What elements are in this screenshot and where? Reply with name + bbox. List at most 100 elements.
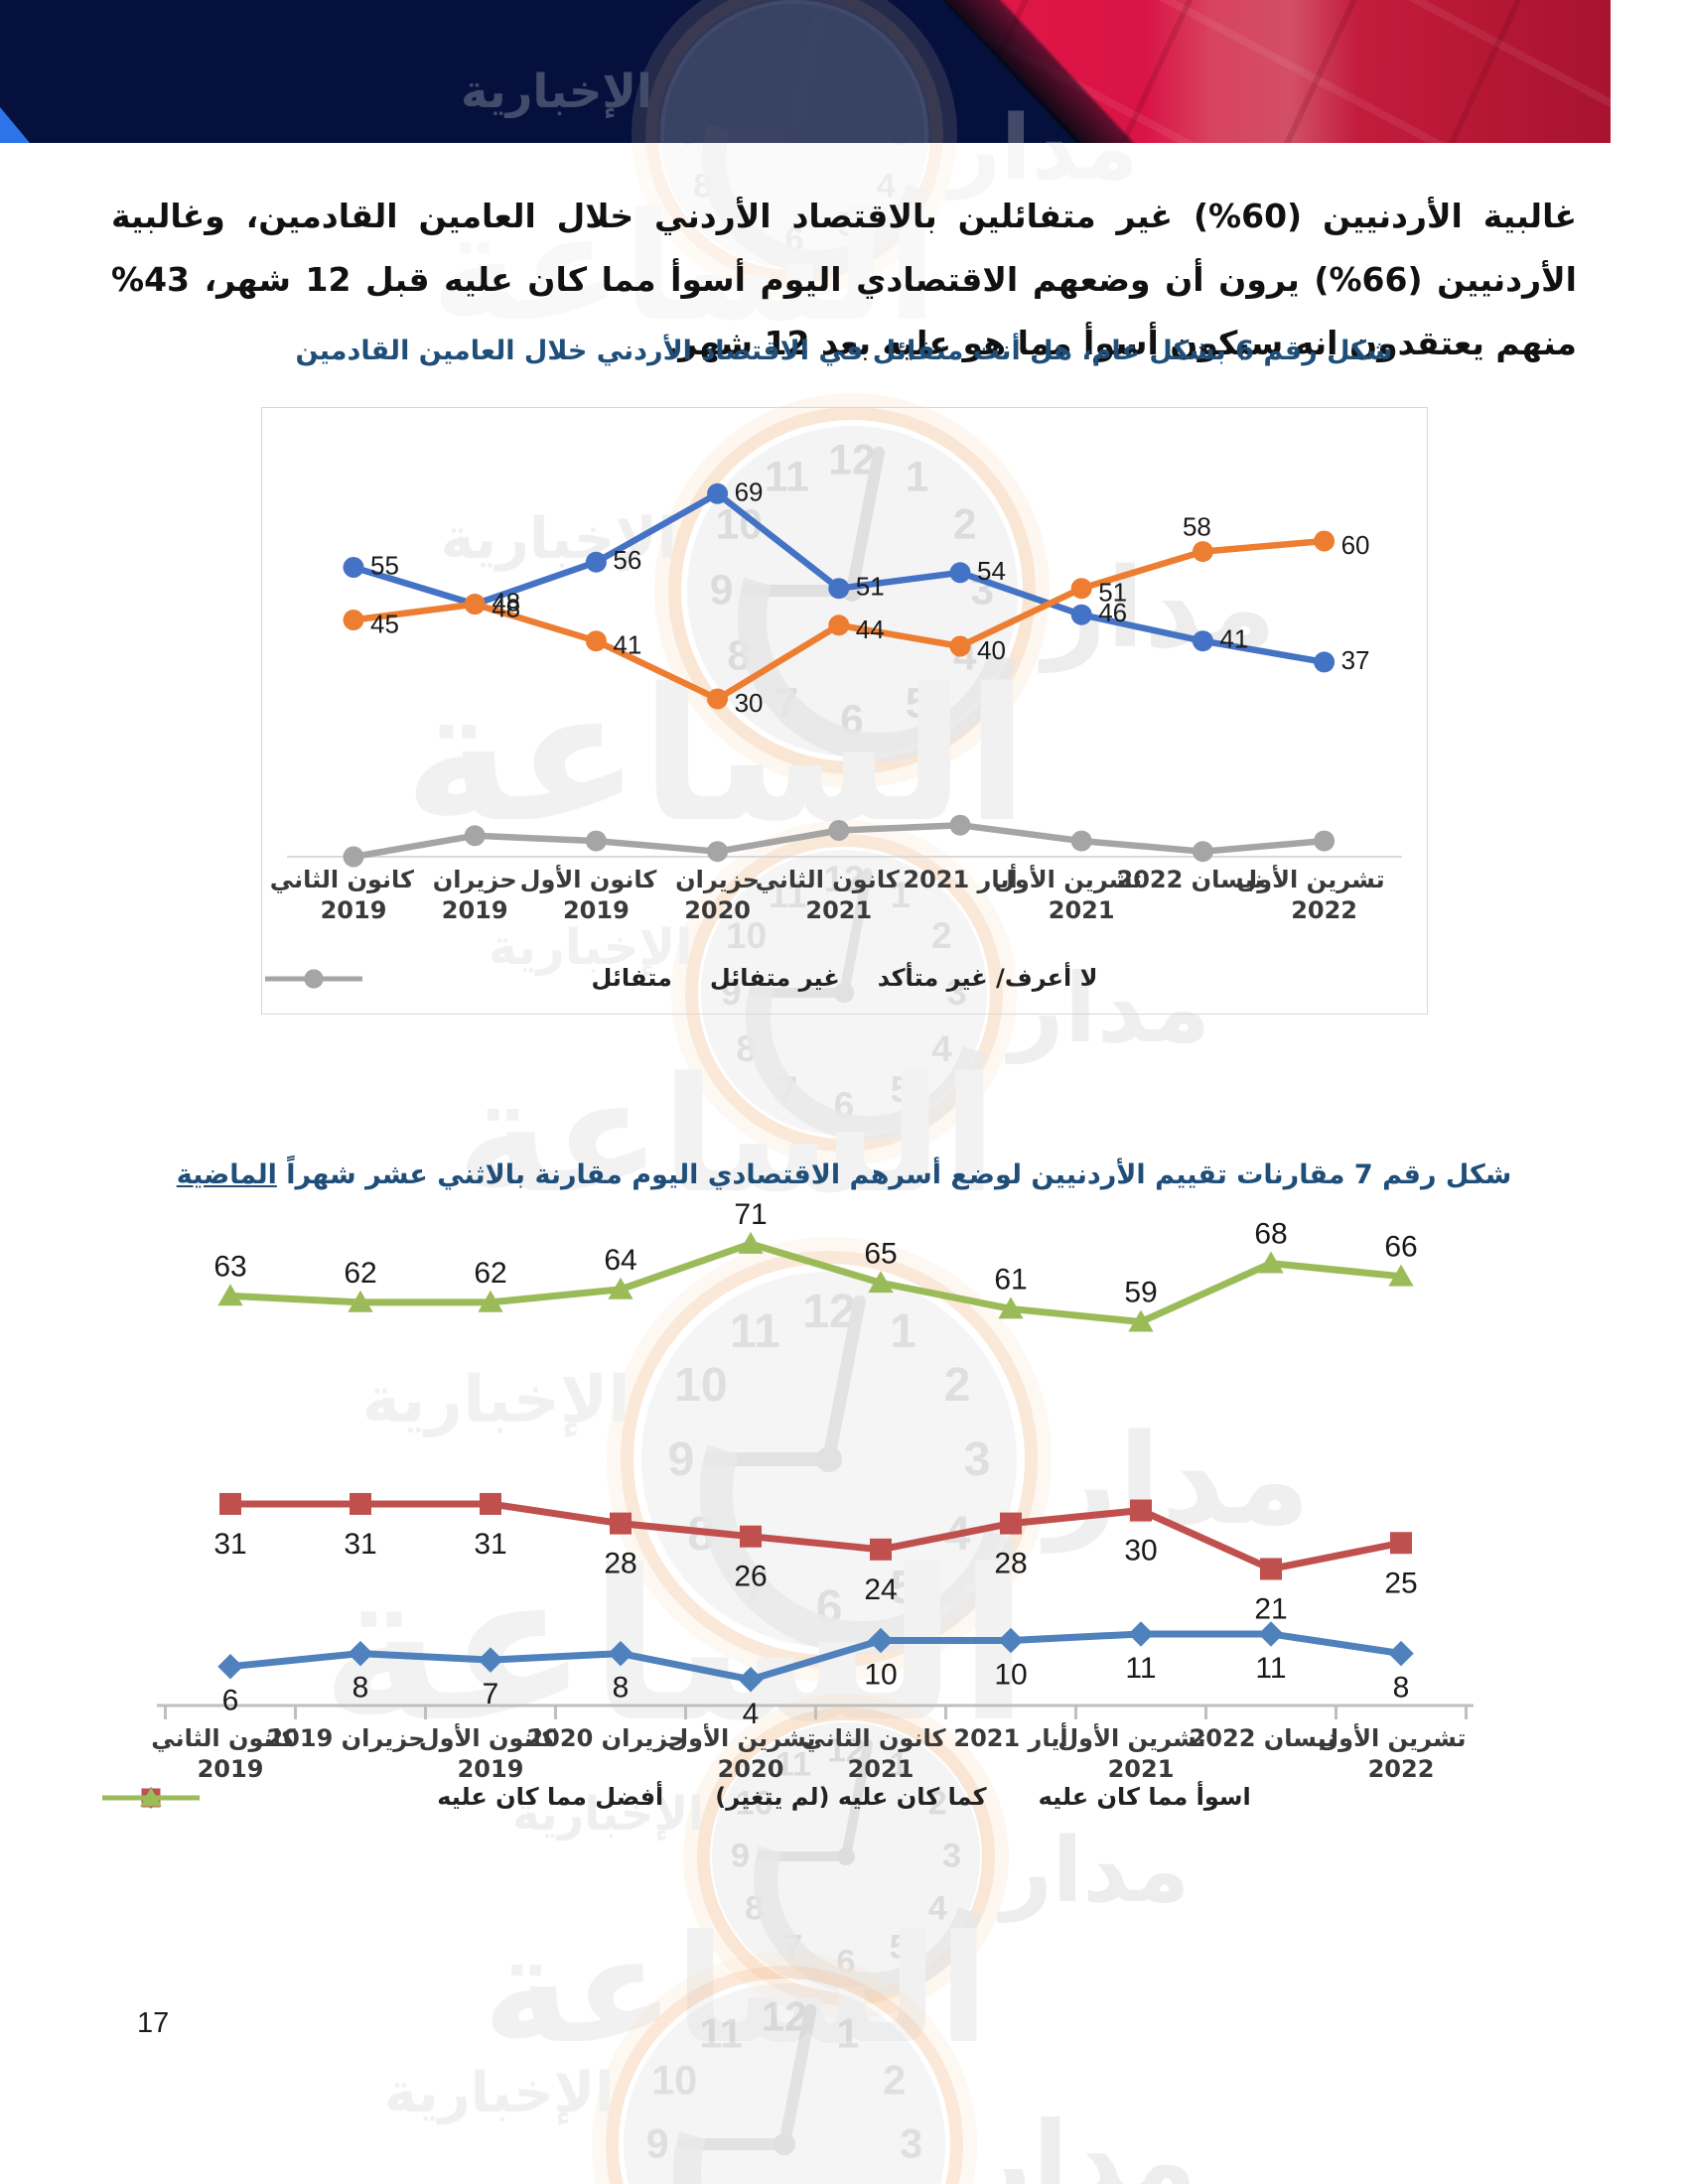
data-label: 58 <box>1183 512 1211 542</box>
data-label: 31 <box>344 1528 376 1561</box>
data-point-diamond <box>1388 1640 1414 1667</box>
x-axis-label: نيسان 2022 <box>1116 866 1264 893</box>
clock-hour-hand <box>677 2138 784 2150</box>
data-label: 40 <box>977 635 1006 665</box>
clock-numeral: 9 <box>645 2120 669 2167</box>
legend-item-2: اسوأ مما كان عليه <box>102 1783 1251 1811</box>
data-label: 37 <box>1341 645 1370 675</box>
clock-minute-hand <box>778 2002 818 2146</box>
figure6-legend: متفائل غير متفائل لا أعرف/ غير متأكد <box>262 964 1427 992</box>
data-point-triangle <box>1388 1264 1414 1287</box>
data-label: 63 <box>213 1250 246 1283</box>
data-point-circle <box>1192 841 1213 863</box>
data-point-square <box>740 1525 762 1548</box>
data-point-circle <box>949 635 971 657</box>
data-point-circle <box>343 846 364 868</box>
figure6-title: شكل رقم 6 بشكل عام، هل أنت متفائل في الا… <box>295 336 1393 366</box>
data-point-circle <box>464 594 486 615</box>
data-point-circle <box>343 557 364 578</box>
data-point-circle <box>1070 578 1092 600</box>
data-label: 64 <box>604 1244 636 1277</box>
data-label: 65 <box>864 1237 897 1270</box>
x-axis-label: كانون الأول 2019 <box>418 1724 556 1783</box>
data-label: 7 <box>483 1678 499 1710</box>
clock-face <box>624 1983 945 2184</box>
clock-numeral: 5 <box>890 1069 912 1111</box>
data-label: 8 <box>352 1672 369 1705</box>
data-point-circle <box>828 820 850 841</box>
data-label: 45 <box>370 610 399 639</box>
data-point-triangle <box>738 1231 764 1254</box>
x-axis-label: تشرين الأول 2021 <box>1057 1724 1206 1783</box>
data-label: 55 <box>370 551 399 581</box>
data-label: 44 <box>856 614 885 644</box>
figure7-chart: 6 8 7 8 4 10 10 11 11 8 31 31 31 28 26 24 28 30 21 25 63 62 62… <box>99 1191 1589 1886</box>
data-label: 56 <box>613 545 641 575</box>
legend-marker-triangle <box>102 1787 200 1807</box>
data-label: 51 <box>856 572 885 602</box>
data-label: 31 <box>213 1528 246 1561</box>
figure7-legend: أفضل مما كان عليه كما كان عليه (لم يتغير)… <box>99 1783 1589 1811</box>
legend-label: متفائل <box>591 964 672 992</box>
legend-label: كما كان عليه (لم يتغير) <box>715 1783 987 1811</box>
data-label: 66 <box>1384 1231 1417 1264</box>
data-label: 54 <box>977 556 1006 586</box>
page-number: 17 <box>137 2007 170 2039</box>
data-point-circle <box>585 630 607 652</box>
clock-numeral: 7 <box>783 1928 803 1967</box>
clock-numeral: 2 <box>883 2057 907 2104</box>
data-point-circle <box>707 841 729 863</box>
banner-blue-triangle <box>0 107 30 143</box>
intro-paragraph: غالبية الأردنيين (60%) غير متفائلين بالا… <box>111 197 1577 362</box>
data-point-circle <box>585 830 607 852</box>
legend-label: غير متفائل <box>709 964 840 992</box>
clock-ring-icon <box>606 1966 963 2184</box>
data-point-square <box>1390 1532 1412 1555</box>
data-label: 71 <box>734 1198 767 1231</box>
series-line-1 <box>226 1500 1405 1572</box>
clock-numeral: 8 <box>736 1027 757 1069</box>
x-axis-label: نيسان 2022 <box>1189 1724 1336 1752</box>
data-point-diamond <box>608 1640 633 1667</box>
data-point-triangle <box>478 1290 503 1312</box>
clock-numeral: 8 <box>745 1889 765 1928</box>
data-label: 48 <box>492 594 520 623</box>
x-axis-label: كانون الثاني 2019 <box>151 1724 296 1783</box>
data-point-square <box>610 1512 632 1535</box>
data-point-square <box>1260 1558 1282 1580</box>
x-axis-label: كانون الأول 2019 <box>519 866 657 924</box>
data-label: 8 <box>613 1672 630 1705</box>
data-label: 26 <box>734 1561 767 1593</box>
watermark-text-ikhbariya: الإخبارية <box>383 2060 615 2125</box>
data-point-circle <box>707 688 729 710</box>
figure7-title-underlined: الماضية <box>176 1160 277 1190</box>
x-axis-label: تشرين الأول 2022 <box>1318 1724 1467 1783</box>
data-point-diamond <box>478 1647 503 1673</box>
clock-numeral: 4 <box>931 1027 952 1069</box>
x-axis-label: تشرين الأول 2021 <box>994 866 1143 924</box>
data-point-circle <box>1192 541 1213 563</box>
clock-numeral: 5 <box>889 1928 909 1967</box>
data-label: 60 <box>1341 530 1370 560</box>
data-point-triangle <box>998 1297 1024 1319</box>
data-label: 69 <box>735 477 764 506</box>
data-point-circle <box>949 814 971 836</box>
x-axis-label: حزيران 2019 <box>432 866 517 924</box>
data-point-circle <box>1070 830 1092 852</box>
legend-item-0: متفائل <box>265 964 672 992</box>
data-label: 30 <box>735 688 764 718</box>
figure6-chart: 55 48 56 69 51 54 46 41 37 45 48 41 30 44 40 51 58 60 كان… <box>261 407 1428 1015</box>
legend-item-1: كما كان عليه (لم يتغير) <box>102 1783 987 1811</box>
x-axis-label: حزيران 2020 <box>675 866 761 924</box>
data-point-triangle <box>217 1284 243 1306</box>
data-point-circle <box>949 562 971 584</box>
legend-item-2: لا أعرف/ غير متأكد <box>265 964 1097 992</box>
data-point-square <box>219 1492 241 1515</box>
data-label: 25 <box>1384 1567 1417 1599</box>
clock-numeral: 6 <box>836 1943 856 1980</box>
data-label: 8 <box>1393 1672 1410 1705</box>
clock-numeral: 11 <box>699 2010 743 2057</box>
data-point-diamond <box>998 1627 1024 1654</box>
